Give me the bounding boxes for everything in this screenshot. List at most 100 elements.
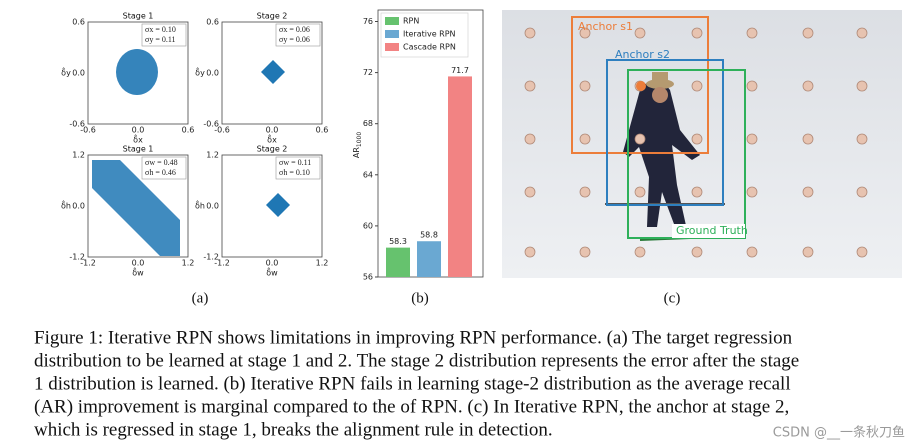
y-tick-label: 0.0 — [72, 69, 85, 78]
anchor-highlight — [636, 81, 646, 91]
stat-text: σy = 0.11 — [145, 35, 176, 44]
caption-line: 1 distribution is learned. (b) Iterative… — [34, 373, 791, 394]
panel-caption: (a) — [192, 290, 209, 306]
anchor — [802, 246, 814, 258]
y-axis-label: AR — [352, 147, 361, 158]
plot-title: Stage 2 — [257, 145, 288, 154]
legend-swatch — [385, 17, 399, 25]
x-tick-label: 0.0 — [266, 259, 279, 268]
point-cloud — [92, 160, 180, 256]
y-tick-label: 1.2 — [206, 151, 219, 160]
y-tick-label: 0.6 — [72, 18, 85, 27]
anchor — [856, 246, 868, 258]
legend-label: RPN — [403, 17, 419, 26]
anchor-s2-box — [606, 59, 724, 206]
anchor — [856, 133, 868, 145]
y-tick-label: 56 — [363, 273, 373, 282]
anchor — [524, 246, 536, 258]
anchor — [524, 133, 536, 145]
anchor — [746, 246, 758, 258]
x-tick-label: -0.6 — [214, 126, 230, 135]
stat-text: σx = 0.10 — [145, 25, 176, 34]
y-axis-label: δ̂h — [61, 199, 71, 210]
x-tick-label: -1.2 — [80, 259, 96, 268]
y-tick-label: 68 — [363, 119, 373, 128]
anchor — [579, 27, 591, 39]
y-tick-label: 0.0 — [206, 202, 219, 211]
legend-label: Cascade RPN — [403, 43, 456, 52]
x-tick-label: 1.2 — [182, 259, 195, 268]
stat-text: σx = 0.06 — [279, 25, 310, 34]
plot-title: Stage 1 — [123, 12, 154, 21]
bar — [417, 241, 441, 277]
value-label: 58.8 — [420, 231, 438, 240]
y-tick-label: 0.0 — [206, 69, 219, 78]
anchor — [746, 133, 758, 145]
legend-swatch — [385, 30, 399, 38]
y-tick-label: 60 — [363, 221, 373, 230]
panel-caption: (c) — [664, 290, 681, 306]
label-bg — [672, 224, 745, 238]
value-label: 58.3 — [389, 237, 407, 246]
stats-box — [275, 23, 321, 47]
stat-text: σw = 0.48 — [145, 158, 178, 167]
y-tick-label: 72 — [363, 68, 373, 77]
x-tick-label: 0.6 — [182, 126, 195, 135]
anchor — [579, 186, 591, 198]
bar — [448, 76, 472, 277]
anchor — [691, 186, 703, 198]
anchor — [579, 133, 591, 145]
anchor-s1-box — [571, 16, 709, 154]
legend-label: Iterative RPN — [403, 30, 456, 39]
anchor — [524, 80, 536, 92]
y-tick-label: 0.0 — [72, 202, 85, 211]
anchor — [524, 186, 536, 198]
anchor — [634, 133, 646, 145]
y-axis-label: δ̂h — [195, 199, 205, 210]
point-cloud — [266, 193, 290, 217]
box-label: Anchor s1 — [578, 20, 633, 33]
x-axis-label: δ̂w — [266, 266, 278, 277]
y-tick-label: 76 — [363, 17, 373, 26]
point-cloud — [116, 49, 158, 95]
point-cloud — [261, 60, 285, 84]
anchor — [579, 246, 591, 258]
y-tick-label: -0.6 — [203, 120, 219, 129]
box-label: Anchor s2 — [615, 48, 670, 61]
stat-text: σy = 0.06 — [279, 35, 310, 44]
y-axis-label: AR1000 — [352, 132, 363, 158]
y-tick-label: 1.2 — [72, 151, 85, 160]
stats-box — [141, 156, 187, 180]
bar — [386, 247, 410, 277]
y-tick-label: 0.6 — [206, 18, 219, 27]
anchor — [524, 27, 536, 39]
y-axis-label: δ̂y — [61, 66, 71, 77]
anchor — [634, 246, 646, 258]
anchor — [802, 186, 814, 198]
anchor — [579, 80, 591, 92]
panel-caption: (b) — [411, 290, 429, 306]
panel-b: 56 60 64 68 72 76 AR1000 58.3 58.8 71.7 RPN Iterati… — [352, 9, 484, 282]
y-tick-label: -1.2 — [203, 253, 219, 262]
x-axis-label: δ̂x — [133, 133, 143, 144]
anchor — [634, 27, 646, 39]
caption-line: Figure 1: Iterative RPN shows limitation… — [34, 327, 793, 348]
box-label: Ground Truth — [676, 224, 748, 237]
anchor — [802, 27, 814, 39]
plot-title: Stage 2 — [257, 12, 288, 21]
stat-text: σh = 0.46 — [145, 168, 176, 177]
caption-line: (AR) improvement is marginal compared to… — [34, 396, 789, 417]
anchor — [634, 186, 646, 198]
anchor — [691, 246, 703, 258]
anchor — [802, 133, 814, 145]
stats-box — [275, 156, 321, 180]
y-axis-label: δ̂y — [195, 66, 205, 77]
panel-a: Stage 1 -0.6 0.0 0.6 0.6 0.0 -0.6 δ̂x δ̂y σx = 0.… — [61, 12, 328, 278]
y-tick-label: 64 — [363, 170, 373, 179]
figure-caption: Figure 1: Iterative RPN shows limitation… — [34, 327, 799, 440]
anchor — [746, 186, 758, 198]
watermark: CSDN @__一条秋刀鱼 — [773, 425, 905, 441]
x-tick-label: 0.0 — [132, 259, 145, 268]
y-axis-label-sub: 1000 — [356, 132, 363, 147]
